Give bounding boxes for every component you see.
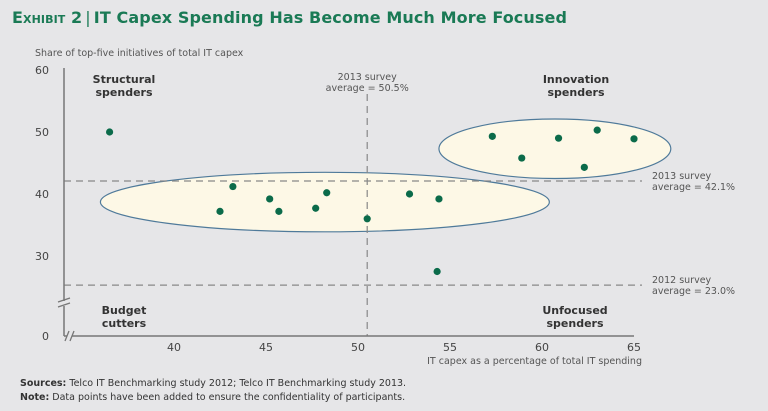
y-tick-label-40: 40	[35, 188, 49, 201]
sources-text: Telco IT Benchmarking study 2012; Telco …	[69, 378, 407, 389]
x-tick-label-55: 55	[443, 341, 457, 354]
structural-spenders-label-line2: spenders	[95, 86, 152, 99]
y-tick-label-60: 60	[35, 64, 49, 77]
title-text: IT Capex Spending Has Become Much More F…	[93, 8, 567, 27]
data-point-9	[405, 190, 414, 198]
y-axis-label: Share of top-five initiatives of total I…	[35, 48, 244, 59]
note-text: Data points have been added to ensure th…	[52, 392, 406, 403]
reference-label-horizontal-1-line1: 2013 survey	[652, 171, 712, 182]
y-tick-label-50: 50	[35, 126, 49, 139]
data-point-11	[433, 267, 441, 276]
data-point-6	[312, 204, 320, 212]
sources-line: Sources: Telco IT Benchmarking study 201…	[20, 377, 406, 391]
x-tick-label-65: 65	[627, 341, 641, 354]
data-point-7	[323, 189, 331, 197]
note-line: Note: Data points have been added to ens…	[20, 391, 406, 405]
x-axis-break-mark-1	[64, 330, 70, 342]
data-point-8	[363, 215, 371, 223]
sources-label: Sources:	[20, 378, 67, 389]
y-axis-break-mark-1	[57, 297, 71, 303]
data-point-10	[435, 195, 443, 203]
reference-label-vertical-line2: average = 50.5%	[326, 83, 409, 94]
innovation-spenders-label-line2: spenders	[547, 86, 604, 99]
y-tick-label-0: 0	[42, 330, 49, 343]
data-point-3	[229, 182, 237, 191]
data-point-16	[593, 126, 601, 134]
unfocused-spenders-label-line2: spenders	[546, 317, 603, 330]
note-label: Note:	[20, 392, 50, 403]
x-axis-break-mark-2	[69, 330, 75, 342]
unfocused-spenders-label-line1: Unfocused	[542, 304, 607, 317]
x-tick-label-60: 60	[535, 341, 549, 354]
x-tick-label-50: 50	[351, 341, 365, 354]
data-point-14	[554, 134, 563, 142]
budget-cutters-label-line2: cutters	[102, 317, 147, 330]
data-point-4	[266, 195, 274, 203]
exhibit-label: Exhibit 2	[12, 8, 83, 27]
x-tick-label-45: 45	[259, 341, 273, 354]
innovation-cluster-ellipse	[438, 118, 672, 180]
reference-label-horizontal-2-line1: 2012 survey	[652, 275, 712, 286]
x-axis-label: IT capex as a percentage of total IT spe…	[427, 356, 642, 367]
reference-label-horizontal-2-line2: average = 23.0%	[652, 286, 735, 297]
budget-cutters-label-line1: Budget	[102, 304, 147, 317]
chart-footer: Sources: Telco IT Benchmarking study 201…	[20, 377, 406, 405]
y-axis-break-mark-2	[57, 302, 71, 308]
chart-title: Exhibit 2 | IT Capex Spending Has Become M…	[12, 8, 567, 27]
data-point-15	[580, 163, 588, 171]
title-separator: |	[85, 8, 91, 27]
data-point-1	[106, 128, 114, 136]
reference-label-horizontal-1-line2: average = 42.1%	[652, 182, 735, 193]
data-point-17	[630, 135, 638, 143]
data-point-13	[518, 154, 526, 162]
x-tick-label-40: 40	[167, 341, 181, 354]
data-point-2	[216, 207, 224, 215]
reference-label-vertical-line1: 2013 survey	[338, 72, 398, 83]
innovation-spenders-label-line1: Innovation	[543, 73, 609, 86]
structural-spenders-label-line1: Structural	[93, 73, 156, 86]
data-point-5	[275, 207, 283, 215]
data-point-12	[488, 132, 496, 140]
y-tick-label-30: 30	[35, 250, 49, 263]
center-cluster-ellipse	[99, 171, 550, 233]
